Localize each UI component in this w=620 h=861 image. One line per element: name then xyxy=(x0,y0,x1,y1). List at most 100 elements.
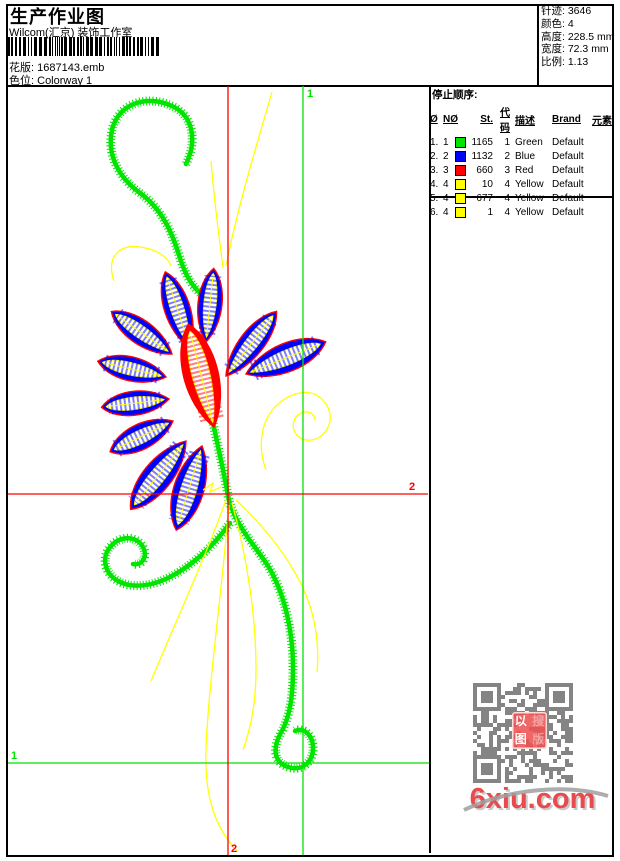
embroidery-design-canvas: 1 1 2 2 xyxy=(8,86,429,855)
yellow-ornament-curves xyxy=(110,91,331,853)
seq-cell-brand: Default xyxy=(552,137,584,148)
barcode-bar xyxy=(57,37,58,56)
thread-color-swatch xyxy=(455,151,466,162)
barcode-bar xyxy=(126,37,128,56)
seq-cell-n: 2 xyxy=(443,151,449,162)
seq-cell-code: 4 xyxy=(504,179,510,190)
seq-cell-desc: Yellow xyxy=(515,179,544,190)
barcode-bar xyxy=(107,37,109,56)
seq-cell-n: 4 xyxy=(443,193,449,204)
stat-row: 宽度: 72.3 mm xyxy=(541,43,609,56)
barcode-bar xyxy=(86,37,89,56)
seq-cell-swatch xyxy=(454,151,468,162)
stamp-char: 版 xyxy=(532,732,545,747)
page-border xyxy=(6,4,614,857)
seq-cell-code: 1 xyxy=(504,137,510,148)
seq-cell-st: 1 xyxy=(487,207,493,218)
pattern-file: 花版: 1687143.emb xyxy=(9,59,104,75)
seq-cell-desc: Blue xyxy=(515,151,536,162)
seq-cell-desc: Green xyxy=(515,137,543,148)
seq-cell-st: 660 xyxy=(476,165,493,176)
design-table-divider xyxy=(429,86,431,853)
design-stats: 针迹: 3646 颜色: 4 高度: 228.5 mm 宽度: 72.3 mm 比例: … xyxy=(541,5,615,69)
seq-cell-brand: Default xyxy=(552,179,584,190)
guide-lines: 1 1 2 2 xyxy=(8,86,429,855)
col-header-n: NØ xyxy=(443,113,458,125)
barcode-bar xyxy=(119,37,120,56)
seq-cell-swatch xyxy=(454,207,468,218)
seq-cell-code: 4 xyxy=(504,207,510,218)
barcode-bar xyxy=(59,37,60,56)
stem-left-scroll xyxy=(100,520,234,591)
seq-cell-swatch xyxy=(454,179,468,190)
stem-bottom-scroll xyxy=(205,405,318,773)
barcode-bar xyxy=(156,37,159,56)
stem-top-scroll xyxy=(106,96,208,301)
table-bottom-divider xyxy=(430,196,612,198)
seq-cell-swatch xyxy=(454,137,468,148)
stop-sequence-grid: Ø NØ St. 代码 描述 Brand 元素 1. 1 1165 1 Green Def… xyxy=(430,104,613,218)
seq-cell-n: 1 xyxy=(443,137,449,148)
stop-sequence-title: 停止顺序: xyxy=(432,89,478,101)
barcode-bar xyxy=(90,37,93,56)
seq-cell-st: 1165 xyxy=(471,137,493,148)
barcode-bar xyxy=(145,37,146,56)
barcode-bar xyxy=(52,37,53,56)
pattern-label: 花版: xyxy=(9,62,35,74)
barcode-bar xyxy=(39,37,42,56)
barcode-bar xyxy=(69,37,72,56)
barcode-bar xyxy=(95,37,98,56)
barcode-bar xyxy=(104,37,105,56)
stamp-char: 以 xyxy=(514,713,527,728)
colorway-label: 色位: xyxy=(9,75,35,87)
seq-cell-idx: 5. xyxy=(430,193,439,204)
barcode-bar xyxy=(80,37,82,56)
barcode-bar xyxy=(15,37,17,56)
thread-color-swatch xyxy=(455,165,466,176)
barcode-bar xyxy=(31,37,32,56)
seq-cell-brand: Default xyxy=(552,207,584,218)
barcode-bar xyxy=(83,37,84,56)
col-header-code: 代码 xyxy=(500,108,510,134)
barcode-bar xyxy=(140,37,143,56)
stamp-char: 搜 xyxy=(532,713,545,728)
barcode-bar xyxy=(148,37,149,56)
marker-end-right: 2 xyxy=(409,481,415,493)
pattern-value: 1687143.emb xyxy=(37,62,105,74)
barcode-bar xyxy=(44,37,47,56)
seq-cell-code: 4 xyxy=(504,193,510,204)
thread-color-swatch xyxy=(455,179,466,190)
seq-cell-desc: Yellow xyxy=(515,193,544,204)
seq-cell-idx: 1. xyxy=(430,137,439,148)
col-header-brand: Brand xyxy=(552,113,581,125)
seq-cell-brand: Default xyxy=(552,165,584,176)
watermark-logo: 6xiu.com xyxy=(450,784,615,820)
red-seal-stamp: 以搜图版 xyxy=(512,712,547,749)
barcode xyxy=(8,37,165,56)
stat-row: 针迹: 3646 xyxy=(541,5,592,17)
col-header-st: St. xyxy=(480,113,493,125)
seq-cell-swatch xyxy=(454,193,468,204)
flower-petals xyxy=(96,267,327,532)
colorway-value: Colorway 1 xyxy=(37,75,93,87)
seq-cell-swatch xyxy=(454,165,468,176)
barcode-bar xyxy=(114,37,115,56)
barcode-bar xyxy=(99,37,102,56)
barcode-bar xyxy=(34,37,37,56)
barcode-bar xyxy=(8,37,10,56)
seq-cell-code: 2 xyxy=(504,151,510,162)
flower-center-leaf xyxy=(179,323,224,429)
barcode-bar xyxy=(61,37,63,56)
barcode-bar xyxy=(151,37,154,56)
header-stats-divider xyxy=(537,6,539,85)
seq-cell-desc: Red xyxy=(515,165,534,176)
barcode-bar xyxy=(77,37,79,56)
swoosh-icon xyxy=(463,787,609,812)
marker-end-bottom: 2 xyxy=(231,843,237,855)
seq-cell-idx: 2. xyxy=(430,151,439,162)
header-divider xyxy=(7,85,613,87)
seq-cell-n: 4 xyxy=(443,207,449,218)
seq-cell-idx: 4. xyxy=(430,179,439,190)
seq-cell-n: 4 xyxy=(443,179,449,190)
